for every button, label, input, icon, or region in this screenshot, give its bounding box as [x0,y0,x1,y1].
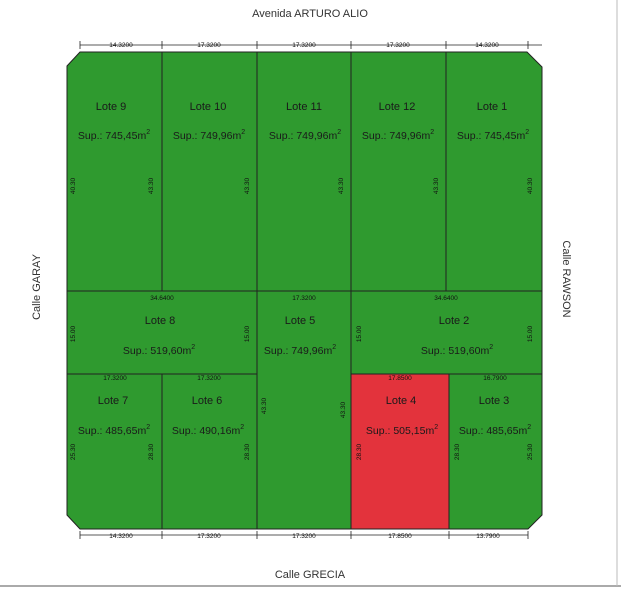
lote-6-name: Lote 6 [192,395,223,407]
dim-mid-lower-4: 16.7900 [483,375,507,382]
vdim-bottom-4: 28.30 [356,443,363,460]
lote-1-parcel[interactable] [445,51,543,292]
dim-bottom-5: 13.7900 [476,533,500,540]
lote-8-area: Sup.: 519,60m2 [123,344,195,357]
dim-top-5: 14.3200 [475,42,499,49]
dim-mid-lower-2: 17.3200 [197,375,221,382]
lote-4-name: Lote 4 [386,395,417,407]
vdim-mid-4: 15.00 [527,325,534,342]
lote-2-parcel[interactable] [350,290,543,375]
lote-6-area: Sup.: 490,16m2 [172,424,244,437]
street-bottom-label: Calle GRECIA [275,569,346,581]
vdim-lote5-1: 43.30 [261,397,268,414]
lote-1-area: Sup.: 745,45m2 [457,129,529,142]
lote-7-area: Sup.: 485,65m2 [78,424,150,437]
lote-10-area: Sup.: 749,96m2 [173,129,245,142]
lote-11-name: Lote 11 [286,101,322,113]
lote-11-area: Sup.: 749,96m2 [269,129,341,142]
vdim-mid-3: 15.00 [356,325,363,342]
vdim-top-3: 43.30 [244,177,251,194]
lote-2-name: Lote 2 [439,315,470,327]
lote-2-area: Sup.: 519,60m2 [421,344,493,357]
lote-11-parcel[interactable] [256,51,352,292]
dim-mid-upper-3: 34.6400 [434,295,458,302]
dimension-texts: 14.3200 17.3200 17.3200 17.3200 14.3200 … [70,42,534,540]
dim-mid-upper-2: 17.3200 [292,295,316,302]
dimension-lines [79,41,542,539]
vdim-top-6: 40.30 [527,177,534,194]
vdim-mid-2: 15.00 [244,325,251,342]
vdim-bottom-5: 28.30 [454,443,461,460]
lote-12-parcel[interactable] [350,51,447,292]
lote-9-parcel[interactable] [66,51,163,292]
vdim-bottom-1: 25.30 [70,443,77,460]
vdim-lote5-2: 43.30 [340,401,347,418]
lot-labels: Lote 9 Sup.: 745,45m2 Lote 10 Sup.: 749,… [78,101,531,437]
lots-group [66,51,543,530]
dim-mid-upper-1: 34.6400 [150,295,174,302]
vdim-bottom-3: 28.30 [244,443,251,460]
parcel-lines [67,290,542,375]
lote-4-area: Sup.: 505,15m2 [366,424,438,437]
lote-5-parcel[interactable] [256,290,352,530]
lote-1-name: Lote 1 [477,101,508,113]
lote-12-name: Lote 12 [379,101,416,113]
vdim-top-4: 43.30 [338,177,345,194]
lote-8-name: Lote 8 [145,315,176,327]
vdim-top-1: 40.30 [70,177,77,194]
dim-top-4: 17.3200 [386,42,410,49]
lote-9-name: Lote 9 [96,101,127,113]
street-left-label: Calle GARAY [31,253,43,319]
vdim-bottom-6: 25.30 [527,443,534,460]
dim-bottom-4: 17.8500 [388,533,412,540]
vdim-top-2: 43.30 [148,177,155,194]
vdim-mid-1: 15.00 [70,325,77,342]
lote-4-parcel[interactable] [350,373,450,530]
lote-3-name: Lote 3 [479,395,510,407]
vdim-bottom-2: 28.30 [148,443,155,460]
lote-10-parcel[interactable] [161,51,258,292]
dim-bottom-1: 14.3200 [109,533,133,540]
dim-top-1: 14.3200 [109,42,133,49]
lote-12-area: Sup.: 749,96m2 [362,129,434,142]
vdim-top-5: 43.30 [433,177,440,194]
street-top-label: Avenida ARTURO ALIO [252,8,368,20]
dim-bottom-2: 17.3200 [197,533,221,540]
dim-top-2: 17.3200 [197,42,221,49]
dim-mid-lower-3: 17.8500 [388,375,412,382]
lote-9-area: Sup.: 745,45m2 [78,129,150,142]
lote-7-name: Lote 7 [98,395,129,407]
lote-5-name: Lote 5 [285,315,316,327]
lote-3-area: Sup.: 485,65m2 [459,424,531,437]
street-right-label: Calle RAWSON [560,240,572,317]
lote-10-name: Lote 10 [190,101,227,113]
lote-5-area: Sup.: 749,96m2 [264,344,336,357]
dim-top-3: 17.3200 [292,42,316,49]
dim-bottom-3: 17.3200 [292,533,316,540]
lote-8-parcel[interactable] [66,290,258,375]
dim-mid-lower-1: 17.3200 [103,375,127,382]
